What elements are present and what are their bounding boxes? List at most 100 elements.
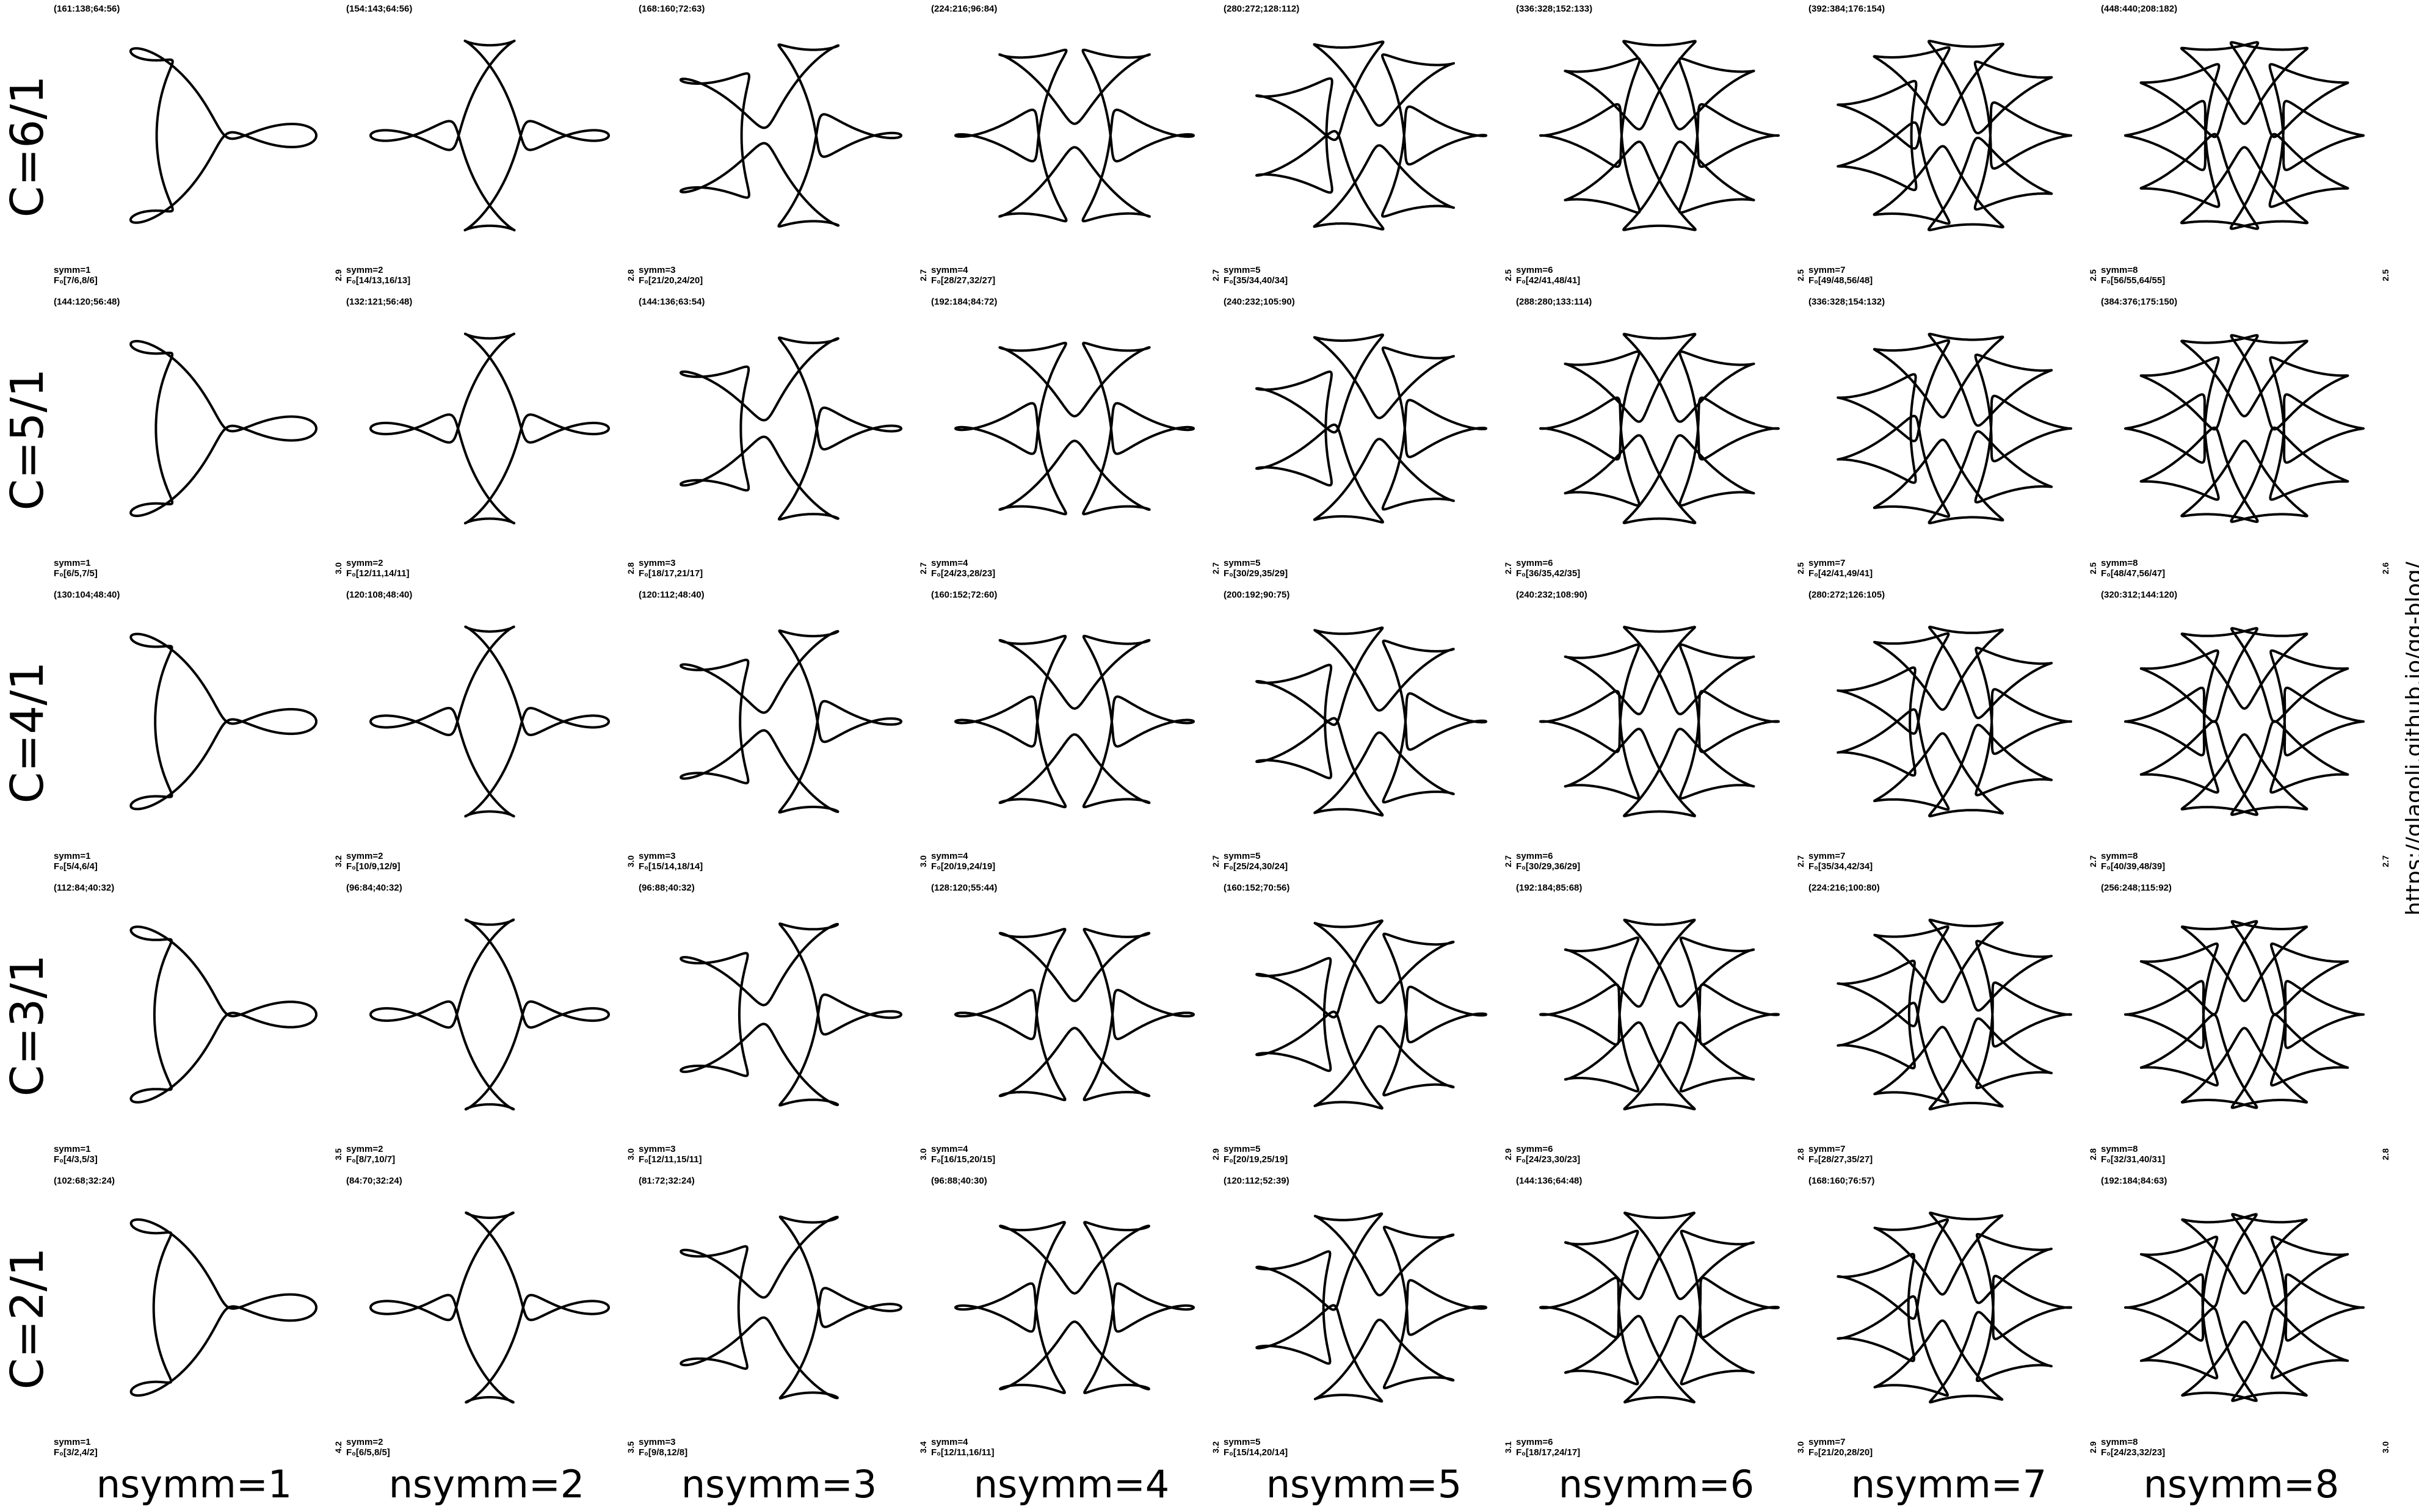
cell-scale-label: 2.7	[2381, 855, 2390, 867]
curve-plot	[1255, 333, 1487, 524]
cell-params-label: (112:84;40:32)	[54, 883, 115, 893]
curve-plot	[954, 341, 1195, 516]
cell-params-label: (160:152;72:60)	[931, 590, 998, 600]
curve-path	[369, 918, 610, 1111]
curve-path	[954, 48, 1195, 223]
cell-params-label: (192:184;84:72)	[931, 297, 998, 307]
curve-plot	[2124, 1213, 2365, 1402]
cell-symmetry-label: symm=5	[1224, 558, 1261, 568]
cell-symmetry-label: symm=7	[1808, 558, 1846, 568]
cell-params-label: (120:112;52:39)	[1224, 1176, 1289, 1186]
cell-frequency-label: F₀[15/14,20/14]	[1224, 1447, 1288, 1458]
cell-scale-label: 3.0	[333, 562, 343, 574]
curve-path	[1255, 333, 1487, 524]
cell-scale-label: 3.1	[1503, 1441, 1513, 1453]
curve-path	[680, 1215, 902, 1400]
cell-params-label: (132:121;56:48)	[346, 297, 413, 307]
curve-path	[954, 1221, 1195, 1394]
cell-symmetry-label: symm=5	[1224, 1144, 1261, 1154]
cell-params-label: (256:248;115:92)	[2101, 883, 2172, 893]
curve-plot	[680, 1215, 902, 1400]
cell-frequency-label: F₀[15/14,18/14]	[639, 861, 703, 872]
cell-scale-label: 3.0	[626, 855, 636, 867]
curve-path	[1539, 40, 1780, 231]
cell-frequency-label: F₀[12/11,15/11]	[639, 1154, 702, 1165]
cell-params-label: (96:84;40:32)	[346, 883, 402, 893]
cell-params-label: (192:184;85:68)	[1516, 883, 1583, 893]
cell-params-label: (120:108;48:40)	[346, 590, 413, 600]
cell-scale-label: 3.5	[333, 1148, 343, 1160]
cell-frequency-label: F₀[21/20,28/20]	[1808, 1447, 1873, 1458]
curve-plot	[1837, 918, 2072, 1111]
cell-scale-label: 2.9	[333, 269, 343, 281]
cell-params-label: (168:160;72:63)	[639, 4, 705, 14]
cell-symmetry-label: symm=3	[639, 1437, 676, 1447]
cell-symmetry-label: symm=1	[54, 851, 91, 861]
cell-scale-label: 2.7	[918, 562, 928, 574]
curve-path	[2124, 41, 2365, 230]
curve-plot	[679, 43, 902, 228]
curve-plot	[954, 1221, 1195, 1394]
cell-scale-label: 2.5	[2088, 562, 2098, 574]
cell-symmetry-label: symm=8	[2101, 1437, 2138, 1447]
cell-scale-label: 2.9	[1211, 1148, 1220, 1160]
cell-symmetry-label: symm=8	[2101, 265, 2138, 275]
cell-frequency-label: F₀[40/39,48/39]	[2101, 861, 2166, 872]
cell-params-label: (280:272;126:105)	[1808, 590, 1885, 600]
curve-plot	[1539, 919, 1780, 1110]
cell-symmetry-label: symm=1	[54, 1144, 91, 1154]
curve-plot	[1255, 1212, 1487, 1403]
curve-path	[1837, 1211, 2072, 1404]
cell-params-label: (144:136;63:54)	[639, 297, 705, 307]
cell-params-label: (154:143;64:56)	[346, 4, 413, 14]
cell-symmetry-label: symm=6	[1516, 851, 1553, 861]
cell-symmetry-label: symm=4	[931, 851, 968, 861]
cell-scale-label: 3.2	[333, 855, 343, 867]
column-label: nsymm=6	[1558, 1462, 1755, 1507]
cell-symmetry-label: symm=7	[1808, 1437, 1846, 1447]
cell-frequency-label: F₀[18/17,21/17]	[639, 568, 703, 579]
curve-plot	[2124, 334, 2365, 523]
cell-scale-label: 3.4	[918, 1441, 928, 1453]
curve-path	[1539, 919, 1780, 1110]
cell-scale-label: 2.5	[1796, 269, 1805, 281]
curve-path	[1539, 333, 1780, 524]
curve-plot	[1255, 40, 1487, 231]
curve-path	[129, 1218, 317, 1397]
column-label: nsymm=5	[1266, 1462, 1462, 1507]
cell-frequency-label: F₀[28/27,32/27]	[931, 275, 996, 286]
curve-plot	[369, 39, 610, 232]
cell-scale-label: 2.9	[1503, 1148, 1513, 1160]
curve-path	[1255, 919, 1487, 1110]
cell-params-label: (336:328;154:132)	[1808, 297, 1885, 307]
curve-path	[954, 634, 1195, 809]
cell-frequency-label: F₀[36/35,42/35]	[1516, 568, 1581, 579]
cell-frequency-label: F₀[12/11,14/11]	[346, 568, 410, 579]
cell-frequency-label: F₀[20/19,25/19]	[1224, 1154, 1288, 1165]
cell-frequency-label: F₀[9/8,12/8]	[639, 1447, 688, 1458]
curve-path	[1539, 1211, 1780, 1404]
column-label: nsymm=3	[681, 1462, 877, 1507]
cell-frequency-label: F₀[3/2,4/2]	[54, 1447, 98, 1458]
cell-frequency-label: F₀[56/55,64/55]	[2101, 275, 2166, 286]
cell-frequency-label: F₀[5/4,6/4]	[54, 861, 98, 872]
cell-params-label: (96:88;40:30)	[931, 1176, 987, 1186]
cell-frequency-label: F₀[10/9,12/9]	[346, 861, 401, 872]
cell-scale-label: 2.5	[2088, 269, 2098, 281]
cell-frequency-label: F₀[28/27,35/27]	[1808, 1154, 1873, 1165]
cell-frequency-label: F₀[6/5,7/5]	[54, 568, 98, 579]
curve-plot	[1539, 333, 1780, 524]
curve-path	[129, 339, 317, 518]
curve-path	[1837, 40, 2072, 231]
cell-frequency-label: F₀[24/23,30/23]	[1516, 1154, 1581, 1165]
cell-symmetry-label: symm=3	[639, 851, 676, 861]
cell-symmetry-label: symm=2	[346, 1144, 383, 1154]
cell-frequency-label: F₀[21/20,24/20]	[639, 275, 703, 286]
curve-plot	[1539, 40, 1780, 231]
cell-scale-label: 4.2	[333, 1441, 343, 1453]
cell-params-label: (192:184;84:63)	[2101, 1176, 2167, 1186]
curve-plot	[129, 1218, 317, 1397]
cell-frequency-label: F₀[42/41,49/41]	[1808, 568, 1873, 579]
cell-scale-label: 2.8	[626, 562, 636, 574]
cell-symmetry-label: symm=7	[1808, 1144, 1846, 1154]
